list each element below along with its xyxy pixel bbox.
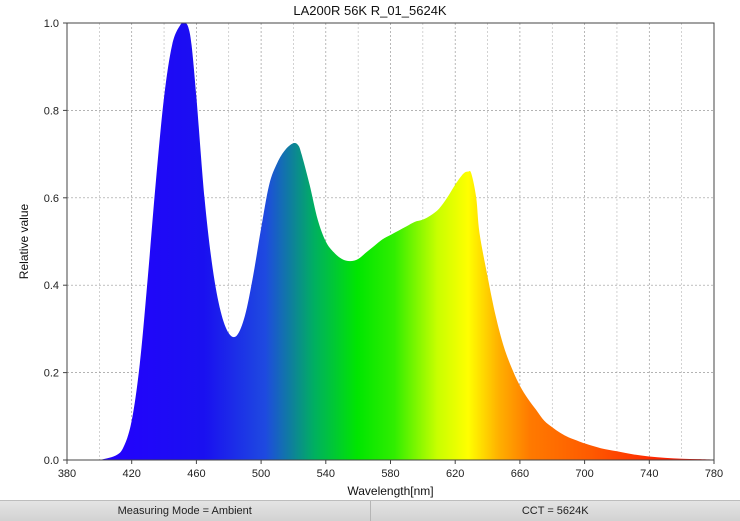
measuring-mode-status: Measuring Mode = Ambient [0,501,371,521]
y-tick-label: 0.8 [44,105,59,117]
x-tick-label: 580 [381,468,399,480]
x-tick-label: 540 [317,468,335,480]
status-bar: Measuring Mode = Ambient CCT = 5624K [0,500,740,521]
y-axis-label: Relative value [17,203,31,279]
x-tick-label: 660 [511,468,529,480]
spectrum-area [99,22,715,460]
x-tick-label: 500 [252,468,270,480]
cct-status: CCT = 5624K [370,501,740,521]
x-tick-label: 700 [575,468,593,480]
y-tick-label: 0.2 [44,368,59,380]
y-tick-label: 1.0 [44,18,59,30]
x-tick-label: 780 [705,468,723,480]
x-tick-label: 620 [446,468,464,480]
x-tick-label: 380 [58,468,76,480]
spectrum-chart: 380 420 460 500 540 580 620 660 700 740 780 0.0 0.2 0… [17,18,723,498]
y-tick-label: 0.6 [44,193,59,205]
axis-ticks: 380 420 460 500 540 580 620 660 700 740 780 0.0 0.2 0… [44,18,723,480]
y-tick-label: 0.4 [44,280,59,292]
x-axis-label: Wavelength[nm] [347,484,433,498]
x-tick-label: 740 [640,468,658,480]
chart-title: LA200R 56K R_01_5624K [293,3,447,18]
x-tick-label: 460 [187,468,205,480]
y-tick-label: 0.0 [44,455,59,467]
x-tick-label: 420 [123,468,141,480]
